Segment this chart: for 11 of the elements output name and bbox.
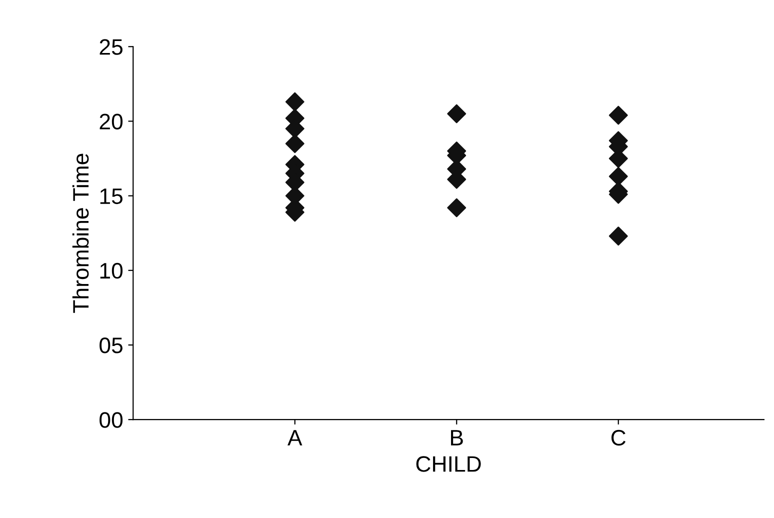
y-axis-title: Thrombine Time <box>72 154 89 313</box>
y-tick-label: 15 <box>100 188 122 204</box>
y-tick-label: 05 <box>100 338 122 354</box>
y-tick-label: 25 <box>100 39 122 55</box>
y-tick-label: 10 <box>100 262 123 279</box>
x-axis-title: CHILD <box>416 456 481 472</box>
x-tick-label: A <box>288 430 302 446</box>
y-tick-label: 00 <box>100 412 123 428</box>
y-tick-label: 20 <box>100 114 123 130</box>
x-tick-label: C <box>611 430 626 446</box>
x-tick-label: B <box>451 430 463 446</box>
